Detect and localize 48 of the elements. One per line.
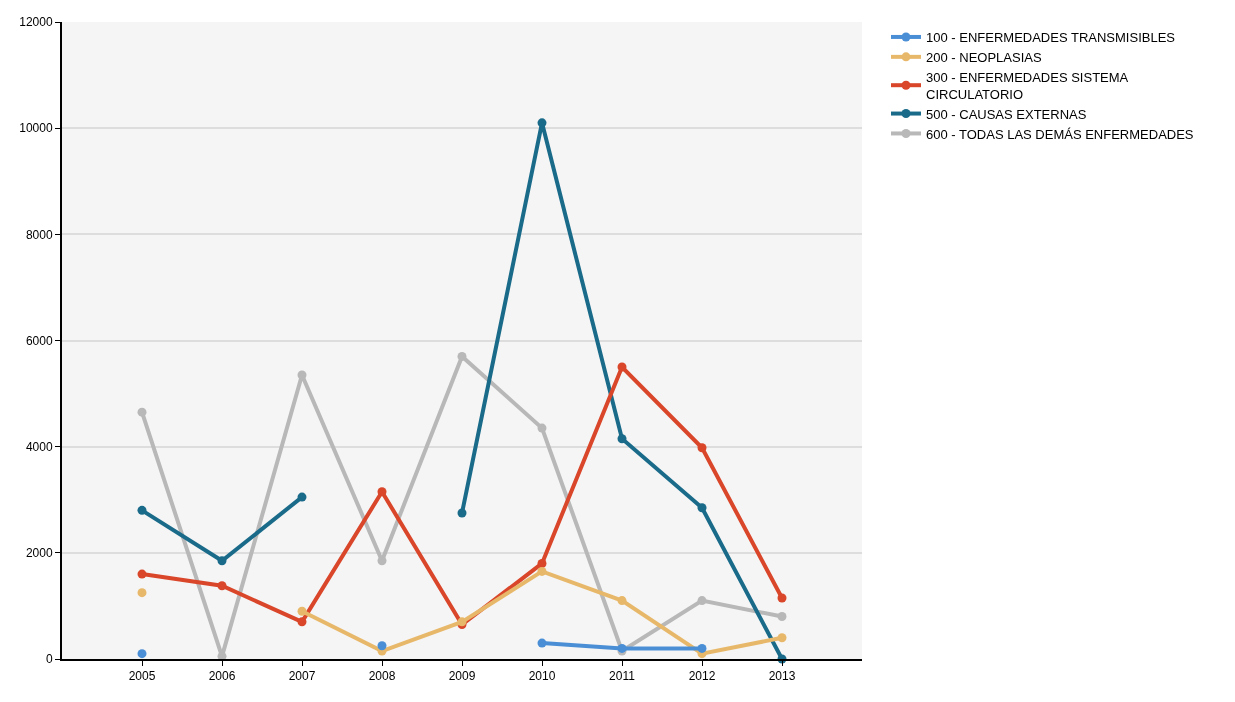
point — [297, 606, 307, 616]
point — [297, 492, 307, 502]
y-tick-label: 2000 — [25, 546, 53, 561]
point — [217, 581, 227, 591]
point — [617, 362, 627, 372]
point — [457, 351, 467, 361]
x-tick-label: 2005 — [128, 669, 156, 684]
y-tick-label: 0 — [45, 652, 53, 667]
point — [697, 503, 707, 513]
point — [697, 443, 707, 453]
x-tick-label: 2008 — [368, 669, 396, 684]
x-tick-label: 2010 — [528, 669, 556, 684]
point — [137, 505, 147, 515]
point — [697, 596, 707, 606]
point — [457, 508, 467, 518]
point — [537, 566, 547, 576]
legend-label: 300 - ENFERMEDADES SISTEMA CIRCULATORIO — [926, 69, 1129, 102]
legend-label: 500 - CAUSAS EXTERNAS — [926, 106, 1087, 122]
point — [137, 407, 147, 417]
point — [377, 487, 387, 497]
point — [537, 638, 547, 648]
point — [537, 423, 547, 433]
y-tick-label: 6000 — [25, 333, 53, 348]
point — [777, 633, 787, 643]
point — [137, 569, 147, 579]
point — [617, 596, 627, 606]
x-tick-label: 2006 — [208, 669, 236, 684]
point — [617, 434, 627, 444]
y-tick-label: 12000 — [19, 15, 53, 30]
point — [777, 612, 787, 622]
point — [697, 643, 707, 653]
point — [777, 593, 787, 603]
point — [297, 370, 307, 380]
point — [217, 556, 227, 566]
point — [377, 556, 387, 566]
point — [297, 617, 307, 627]
x-tick-label: 2012 — [688, 669, 716, 684]
legend-label: 600 - TODAS LAS DEMÁS ENFERMEDADES — [926, 126, 1194, 142]
legend-label: 100 - ENFERMEDADES TRANSMISIBLES — [926, 30, 1176, 46]
y-tick-label: 8000 — [25, 227, 53, 242]
y-tick-label: 10000 — [19, 121, 53, 136]
x-tick-label: 2013 — [768, 669, 796, 684]
x-tick-label: 2007 — [288, 669, 316, 684]
x-tick-label: 2009 — [448, 669, 476, 684]
point — [537, 118, 547, 128]
y-tick-label: 4000 — [25, 439, 53, 454]
legend-label: 200 - NEOPLASIAS — [926, 49, 1042, 65]
x-tick-label: 2011 — [609, 669, 636, 684]
